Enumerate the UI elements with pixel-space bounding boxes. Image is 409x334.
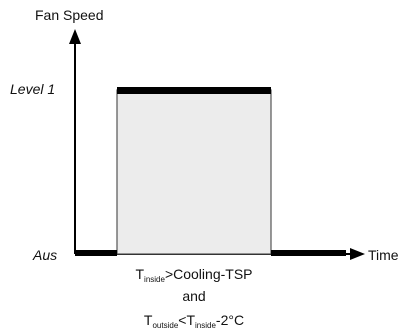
condition-line-2: and — [182, 288, 205, 304]
x-axis-arrowhead — [350, 248, 365, 260]
condition-line-1: Tinside>Cooling-TSP — [135, 266, 252, 284]
level-1-label: Level 1 — [10, 81, 55, 97]
level-off-label: Aus — [32, 247, 57, 263]
signal-high — [117, 87, 271, 94]
signal-low-left — [75, 250, 117, 256]
on-period-box — [116, 89, 272, 255]
y-axis-label: Fan Speed — [35, 7, 104, 23]
signal-low-right — [271, 250, 346, 256]
x-axis-label: Time — [368, 247, 399, 263]
condition-line-3: Toutside<Tinside-2°C — [144, 312, 244, 330]
y-axis-arrowhead — [69, 29, 81, 44]
